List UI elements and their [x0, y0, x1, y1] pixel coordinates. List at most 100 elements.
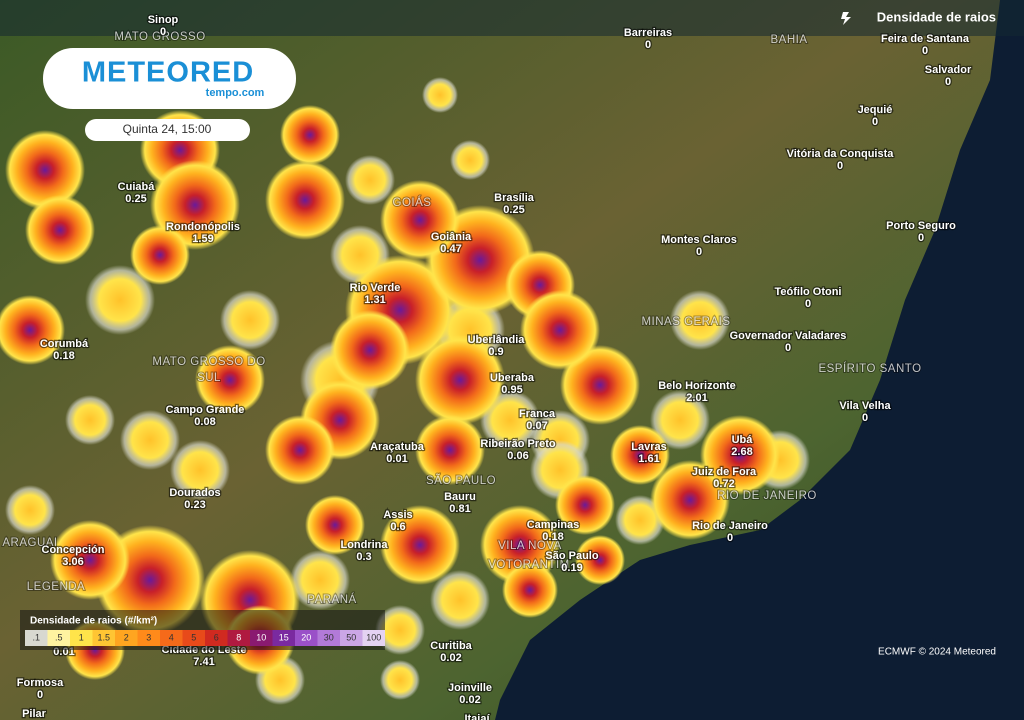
logo: METEORED [82, 57, 254, 89]
legend-swatch [70, 630, 93, 646]
city-name: Jequié [858, 104, 893, 116]
city-value: 0 [837, 160, 843, 172]
legend-tick: 6 [214, 632, 219, 642]
legend-tick: 15 [279, 632, 289, 642]
weak-cell [670, 290, 730, 350]
storm-cell [575, 535, 625, 585]
city-value: 0.18 [542, 531, 563, 543]
city-name: Brasília [494, 192, 535, 204]
weak-cell [450, 140, 490, 180]
storm-cell [502, 562, 558, 618]
city-value: 2.68 [731, 446, 752, 458]
storm-cell [50, 520, 130, 600]
city-value: 0 [785, 342, 791, 354]
city-name: Campinas [527, 519, 580, 531]
city-name: Goiânia [431, 231, 472, 243]
legend-tick: 30 [324, 632, 334, 642]
city-value: 0.72 [713, 478, 734, 490]
legend-swatch [317, 630, 340, 646]
city-name: Barreiras [624, 27, 672, 39]
legend-swatch [340, 630, 363, 646]
storm-cell [305, 495, 365, 555]
legend-tick: .1 [32, 632, 40, 642]
legend-tick: 1 [79, 632, 84, 642]
region-label: VILA NOVA [498, 540, 562, 552]
legend-tick: .5 [55, 632, 63, 642]
city-name: Lavras [631, 441, 666, 453]
storm-cell [265, 415, 335, 485]
city-name: Uberaba [490, 372, 535, 384]
city-value: 0 [805, 298, 811, 310]
legend-swatch [25, 630, 48, 646]
region-labels: MATO GROSSO BAHIA GOIÁS MINAS GERAIS MATO GR… [1, 30, 922, 607]
city-value: 0.6 [390, 521, 405, 533]
weak-cell [170, 440, 230, 500]
city-name: Corumbá [40, 338, 89, 350]
city-value: 0.95 [501, 384, 522, 396]
city-name: Concepción [42, 544, 105, 556]
city-value: 0 [918, 232, 924, 244]
legend-tick: 3 [146, 632, 151, 642]
legend-swatch [205, 630, 228, 646]
city-value: 0.25 [125, 193, 146, 205]
region-label: MATO GROSSO DO [152, 356, 265, 368]
legend-swatch [115, 630, 138, 646]
region-label: MATO GROSSO [114, 31, 205, 43]
city-name: Uberlândia [468, 334, 526, 346]
city-value: 0.3 [356, 551, 371, 563]
storm-cell [150, 160, 240, 250]
legend-swatch [160, 630, 183, 646]
storm-cell [560, 345, 640, 425]
storm-cell [610, 425, 670, 485]
city-name: Franca [519, 408, 556, 420]
weak-cell [5, 485, 55, 535]
legend-tick: 50 [346, 632, 356, 642]
storm-cell [25, 195, 95, 265]
weak-cell [380, 660, 420, 700]
region-label: ESPÍRITO SANTO [818, 362, 921, 375]
city-value: 0 [696, 246, 702, 258]
legend-swatch [137, 630, 160, 646]
city-name: Itajaí [464, 713, 490, 720]
weak-cell [430, 570, 490, 630]
city-name: Ribeirão Preto [480, 438, 555, 450]
city-value: 0 [160, 26, 166, 38]
weak-cell [85, 265, 155, 335]
legend-swatch [47, 630, 70, 646]
lightning-icon [841, 12, 851, 25]
weak-cell [290, 550, 350, 610]
city-value: 3.06 [62, 556, 83, 568]
legend-swatch [250, 630, 273, 646]
city-name: Montes Claros [661, 234, 737, 246]
storm-cell [380, 505, 460, 585]
city-name: Bauru [444, 491, 476, 503]
city-name: Araçatuba [370, 441, 425, 453]
city-name: Belo Horizonte [658, 380, 736, 392]
legend-swatch [272, 630, 295, 646]
storm-cell [380, 180, 460, 260]
region-label: GOIÁS [393, 196, 432, 209]
city-value: 1.61 [638, 453, 659, 465]
weak-cell [65, 395, 115, 445]
top-bar [0, 0, 1024, 36]
legend-swatch [182, 630, 205, 646]
region-label: LEGENDA [27, 581, 85, 593]
region-label: RIO DE JANEIRO [717, 490, 817, 502]
city-name: São Paulo [545, 550, 598, 562]
city-value: 0.02 [459, 694, 480, 706]
legend-tick: 1.5 [97, 632, 110, 642]
storm-cell [130, 225, 190, 285]
city-name: Feira de Santana [881, 33, 970, 45]
storm-cell [520, 290, 600, 370]
city-value: 0.01 [386, 453, 407, 465]
weak-cell [220, 290, 280, 350]
city-value: 0 [862, 412, 868, 424]
storm-cell [555, 475, 615, 535]
weak-cell [375, 605, 425, 655]
city-value: 0.23 [184, 499, 205, 511]
storm-cell [280, 105, 340, 165]
region-label: ARAGUAI [2, 537, 57, 549]
city-name: Assis [383, 509, 412, 521]
city-name: Vila Velha [839, 400, 891, 412]
